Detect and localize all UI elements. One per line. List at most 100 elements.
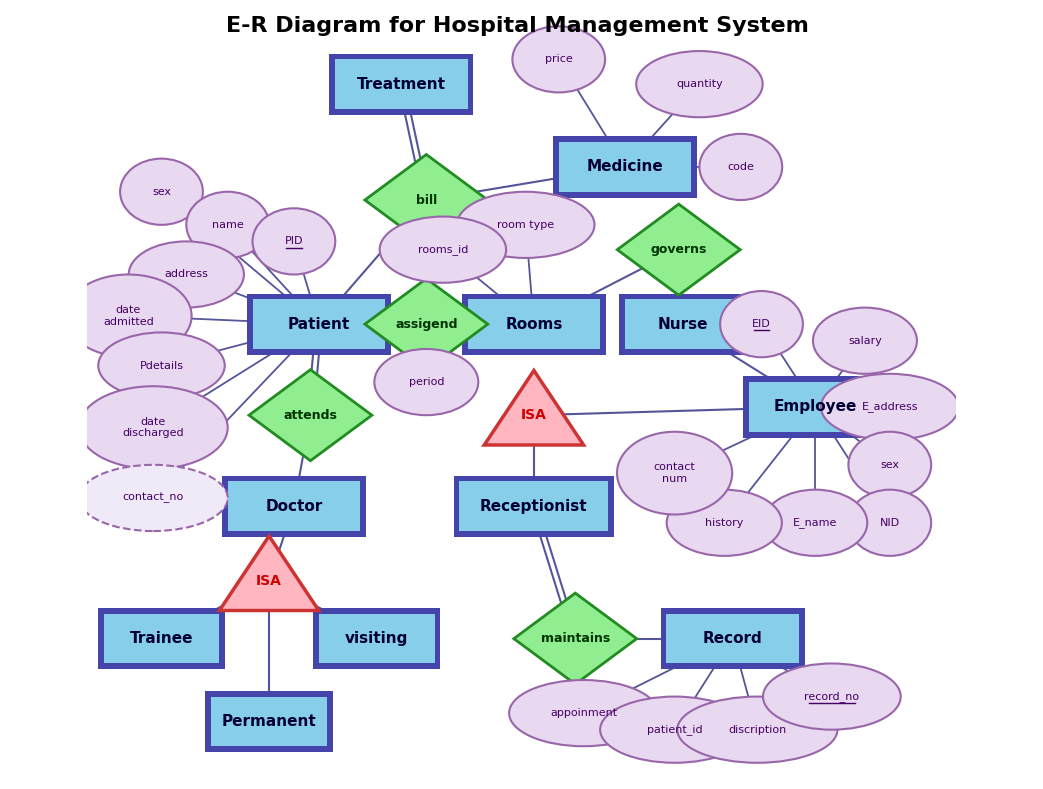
Bar [454,476,614,537]
Bar [749,382,881,432]
Bar [335,59,467,109]
Ellipse shape [763,490,868,556]
Bar [313,608,440,669]
Ellipse shape [666,490,782,556]
Text: Permanent: Permanent [222,714,316,729]
Ellipse shape [65,275,192,357]
Ellipse shape [821,374,959,440]
Text: price: price [544,54,573,65]
Ellipse shape [812,308,917,374]
Bar [666,614,799,664]
Text: contact_no: contact_no [123,493,184,503]
Ellipse shape [509,680,658,746]
Text: sex: sex [880,460,899,469]
Bar [467,299,600,349]
Polygon shape [484,371,584,445]
Ellipse shape [120,159,203,225]
Text: contact
num: contact num [654,462,696,484]
Bar [319,614,435,664]
Bar [205,691,333,752]
Text: assigend: assigend [395,318,458,331]
Ellipse shape [457,192,595,258]
Ellipse shape [187,192,269,258]
Text: Nurse: Nurse [658,316,708,331]
Text: governs: governs [651,243,707,256]
Ellipse shape [700,134,782,200]
Text: date
discharged: date discharged [122,417,184,439]
Text: Rooms: Rooms [505,316,562,331]
Bar [553,136,697,197]
Text: ISA: ISA [257,574,282,588]
Text: name: name [212,220,244,230]
Text: patient_id: patient_id [647,724,702,735]
Bar [247,294,391,355]
Polygon shape [617,204,741,295]
Bar [98,608,225,669]
Polygon shape [365,155,488,245]
Ellipse shape [78,465,227,531]
Text: rooms_id: rooms_id [417,245,468,255]
Text: attends: attends [284,409,337,421]
Bar [660,608,804,669]
Text: E_address: E_address [862,402,918,413]
Polygon shape [219,536,319,611]
Ellipse shape [78,387,227,469]
Text: Record: Record [703,631,762,646]
Ellipse shape [98,332,224,398]
Text: visiting: visiting [345,631,409,646]
Bar [227,481,360,531]
Ellipse shape [677,697,838,763]
Text: appoinment: appoinment [550,708,617,718]
Text: quantity: quantity [676,79,723,89]
Text: Employee: Employee [774,399,857,414]
Bar [330,54,474,114]
Text: room type: room type [498,220,554,230]
Text: Treatment: Treatment [357,77,446,92]
Text: code: code [727,162,754,172]
Polygon shape [249,370,372,461]
Ellipse shape [374,349,479,415]
Text: bill: bill [416,193,437,207]
Text: E_name: E_name [793,518,838,528]
Text: Trainee: Trainee [129,631,193,646]
Text: discription: discription [728,724,786,735]
Ellipse shape [848,432,931,498]
Text: PID: PID [285,237,304,246]
Text: record_no: record_no [804,691,859,702]
Ellipse shape [720,291,803,357]
Bar [459,481,608,531]
Bar [462,294,606,355]
Ellipse shape [848,490,931,556]
Bar [103,614,219,664]
Text: Doctor: Doctor [265,499,322,514]
Ellipse shape [636,51,762,118]
Text: EID: EID [752,320,771,329]
Ellipse shape [252,208,335,275]
Bar [744,376,888,438]
Text: sex: sex [152,187,171,196]
Text: address: address [165,270,209,279]
Ellipse shape [763,664,901,730]
Polygon shape [514,593,636,684]
Text: Medicine: Medicine [586,159,663,174]
Text: ISA: ISA [520,408,547,422]
Text: Receptionist: Receptionist [480,499,587,514]
Bar [620,294,747,355]
Text: E-R Diagram for Hospital Management System: E-R Diagram for Hospital Management Syst… [226,17,808,36]
Bar [222,476,366,537]
Text: date
admitted: date admitted [103,305,153,327]
Text: NID: NID [879,518,900,528]
Ellipse shape [600,697,749,763]
Bar [211,697,328,746]
Text: maintains: maintains [540,632,610,645]
Ellipse shape [380,216,506,282]
Ellipse shape [128,241,244,308]
Ellipse shape [512,26,605,92]
Bar [625,299,741,349]
Text: period: period [409,377,444,387]
Bar [252,299,385,349]
Bar [559,142,692,192]
Polygon shape [365,279,488,370]
Text: salary: salary [848,335,882,346]
Text: history: history [705,518,744,528]
